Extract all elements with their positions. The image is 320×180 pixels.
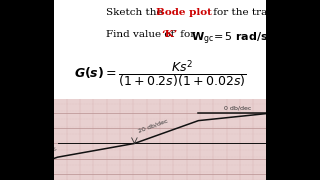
Text: Sketch the: Sketch the [106, 8, 165, 17]
Text: $\boldsymbol{G(s)} = \dfrac{Ks^2}{(1 + 0.2s)(1 + 0.02s)}$: $\boldsymbol{G(s)} = \dfrac{Ks^2}{(1 + 0… [74, 59, 246, 90]
Text: for the transfer function.: for the transfer function. [210, 8, 320, 17]
Text: $\mathbf{W}_{\mathrm{gc}}$: $\mathbf{W}_{\mathrm{gc}}$ [191, 30, 214, 47]
Text: 20 db/dec: 20 db/dec [138, 118, 169, 134]
Text: 0 db/dec: 0 db/dec [224, 106, 252, 111]
Text: 40 db/dec: 40 db/dec [29, 145, 58, 166]
Text: Find value of: Find value of [106, 30, 177, 39]
Text: ‘K’: ‘K’ [161, 30, 178, 39]
Text: $= 5\ \mathbf{rad/sec.}$: $= 5\ \mathbf{rad/sec.}$ [211, 30, 286, 43]
Text: for: for [177, 30, 199, 39]
Text: Bode plot: Bode plot [156, 8, 212, 17]
